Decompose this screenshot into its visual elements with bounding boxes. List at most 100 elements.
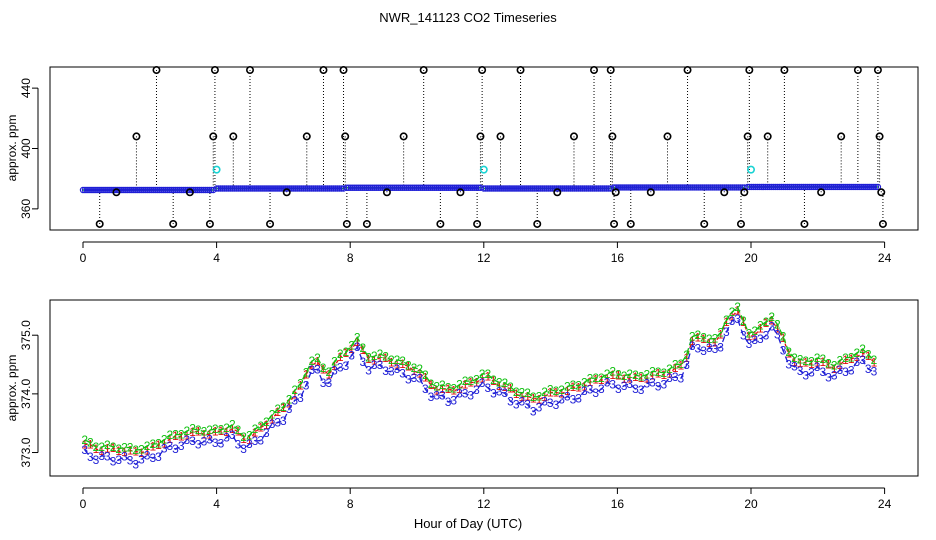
series-2-marker: 2 (802, 354, 809, 368)
baseline-point (678, 184, 686, 191)
baseline-point (429, 184, 436, 191)
baseline-point (486, 185, 494, 192)
series-3-marker: 3 (808, 366, 815, 380)
series-3-marker: 3 (575, 391, 582, 405)
outlier-point (610, 219, 619, 228)
baseline-point (595, 185, 602, 192)
baseline-point (332, 185, 339, 192)
baseline-point (395, 184, 402, 191)
baseline-point (532, 185, 540, 192)
series-2-marker: 2 (93, 440, 100, 454)
baseline-point (245, 185, 253, 192)
series-2-marker: 2 (609, 365, 616, 379)
x-tick-label: 0 (80, 251, 87, 265)
baseline-point (666, 184, 674, 191)
cyan-point (746, 165, 755, 174)
baseline-point (681, 184, 688, 191)
series-2-marker: 2 (303, 366, 310, 380)
baseline-point (756, 183, 763, 191)
series-2-marker: 2 (240, 430, 247, 444)
outlier-point (362, 219, 371, 228)
series-2-marker: 2 (831, 359, 838, 373)
series-3-marker: 3 (479, 376, 486, 390)
series-1-marker: 1 (172, 429, 179, 443)
series-2-marker: 2 (411, 361, 418, 375)
series-1-marker: 1 (473, 375, 480, 389)
baseline-point (603, 185, 610, 192)
series-3-marker: 3 (678, 372, 685, 386)
series-2-marker: 2 (104, 438, 111, 452)
baseline-point (169, 186, 177, 194)
series-1-marker: 1 (456, 382, 463, 396)
series-1-marker: 1 (337, 350, 344, 364)
series-1-marker: 1 (854, 350, 861, 364)
series-1-marker: 1 (348, 342, 355, 356)
baseline-point (701, 184, 708, 191)
series-3-marker: 3 (371, 358, 378, 372)
baseline-point (874, 183, 882, 191)
outlier-point (456, 188, 465, 197)
series-2-line (84, 306, 875, 451)
baseline-point (91, 186, 99, 194)
series-3-marker: 3 (797, 364, 804, 378)
series-2-marker: 2 (700, 331, 707, 345)
series-1-marker: 1 (689, 334, 696, 348)
outlier-point (763, 132, 772, 141)
series-1-marker: 1 (757, 321, 764, 335)
series-2-marker: 2 (121, 440, 128, 454)
chart-title: NWR_141123 CO2 Timeseries (379, 10, 557, 25)
baseline-point (758, 183, 765, 191)
series-3-marker: 3 (848, 363, 855, 377)
baseline-point (365, 184, 372, 191)
x-tick-label: 16 (611, 251, 625, 265)
baseline-point (860, 183, 868, 191)
series-3-marker: 3 (127, 453, 134, 467)
baseline-point (492, 185, 500, 192)
series-3-marker: 3 (360, 355, 367, 369)
baseline-point (622, 184, 630, 191)
series-2-marker: 2 (717, 326, 724, 340)
baseline-point (725, 184, 732, 191)
baseline-point (810, 183, 817, 191)
baseline-point (624, 184, 632, 191)
baseline-point (746, 183, 753, 191)
series-3-marker: 3 (223, 430, 230, 444)
x-tick-label: 0 (80, 497, 87, 511)
outlier-point (399, 132, 408, 141)
baseline-point (844, 183, 852, 191)
series-3-marker: 3 (252, 434, 259, 448)
series-1-marker: 1 (842, 353, 849, 367)
series-1-marker: 1 (797, 356, 804, 370)
baseline-point (165, 186, 173, 194)
series-2-marker: 2 (649, 364, 656, 378)
series-3-marker: 3 (615, 382, 622, 396)
baseline-point (445, 184, 452, 191)
baseline-point (729, 184, 736, 191)
series-3-marker: 3 (871, 365, 878, 379)
baseline-point (363, 184, 371, 191)
outlier-point (95, 219, 104, 228)
series-2-marker: 2 (587, 371, 594, 385)
series-2-marker: 2 (678, 357, 685, 371)
series-2-marker: 2 (723, 313, 730, 327)
baseline-point (322, 185, 329, 192)
series-3-marker: 3 (467, 389, 474, 403)
series-2-marker: 2 (632, 368, 639, 382)
baseline-point (127, 186, 135, 194)
series-1-marker: 1 (848, 352, 855, 366)
series-3-marker: 3 (837, 363, 844, 377)
baseline-point (379, 184, 386, 191)
baseline-point (153, 186, 161, 194)
baseline-point (447, 184, 454, 191)
baseline-point (403, 184, 410, 191)
baseline-point (508, 185, 516, 192)
baseline-point (727, 184, 734, 191)
series-1-marker: 1 (405, 360, 412, 374)
series-1-marker: 1 (643, 372, 650, 386)
series-2-marker: 2 (524, 386, 531, 400)
baseline-point (369, 184, 376, 191)
series-2-marker: 2 (553, 384, 560, 398)
series-1-marker: 1 (507, 382, 514, 396)
baseline-point (670, 184, 678, 191)
